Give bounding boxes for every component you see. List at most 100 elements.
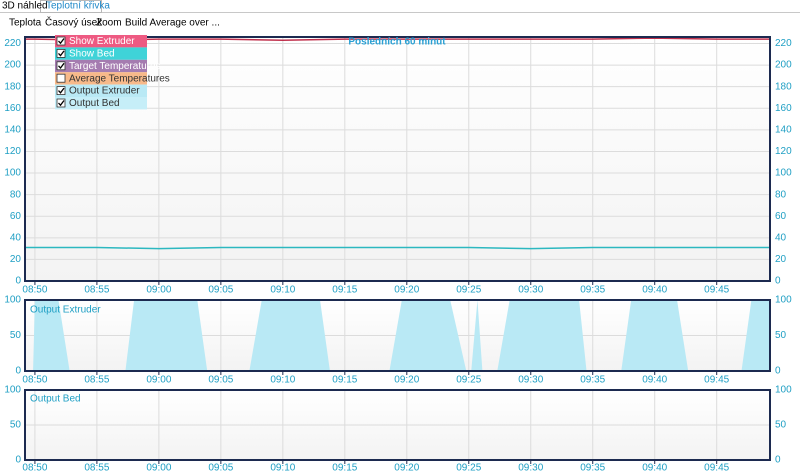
- checkmark: [58, 62, 65, 70]
- x-tick-label: 09:10: [270, 375, 295, 386]
- y2-tick-label: 100: [775, 295, 792, 306]
- checkmark: [58, 38, 65, 45]
- y2-tick-label: 200: [775, 60, 792, 71]
- checkbox[interactable]: [56, 49, 66, 58]
- y-tick-label: 50: [10, 330, 22, 341]
- y-tick-label: 100: [4, 168, 21, 179]
- x-tick-label: 09:30: [518, 463, 543, 474]
- series-area: [25, 300, 770, 371]
- checkbox[interactable]: [56, 36, 66, 46]
- legend-label: Output Bed: [69, 98, 120, 109]
- x-tick-label: 09:20: [394, 375, 419, 386]
- y-tick-label: 160: [4, 103, 21, 114]
- y2-tick-label: 100: [775, 385, 792, 396]
- x-tick-label: 09:00: [146, 463, 171, 474]
- y2-tick-label: 0: [775, 276, 781, 287]
- x-tick-label: 09:00: [146, 285, 171, 296]
- x-tick-label: 08:55: [84, 463, 109, 474]
- y-tick-label: 200: [4, 60, 21, 71]
- x-tick-label: 09:30: [518, 375, 543, 386]
- x-tick-label: 08:50: [22, 375, 47, 386]
- menu-item[interactable]: Build Average over ...: [125, 18, 220, 29]
- y-tick-label: 100: [4, 295, 21, 306]
- legend-row[interactable]: [55, 47, 147, 60]
- menu-item[interactable]: Časový úsek: [45, 16, 103, 29]
- tab[interactable]: 3D náhled: [2, 1, 48, 12]
- y-tick-label: 0: [15, 276, 21, 287]
- y-tick-label: 120: [4, 146, 21, 157]
- checkmark: [58, 100, 65, 107]
- active-tab[interactable]: [40, 0, 102, 13]
- legend-label: Show Extruder: [69, 36, 135, 47]
- y-tick-label: 0: [15, 366, 21, 377]
- plot-area: [25, 37, 770, 281]
- x-tick-label: 09:40: [642, 463, 667, 474]
- y-tick-label: 50: [10, 420, 22, 431]
- checkmark: [58, 87, 65, 94]
- x-tick-label: 09:10: [270, 463, 295, 474]
- legend-row[interactable]: [55, 84, 147, 97]
- x-tick-label: 09:45: [704, 463, 729, 474]
- x-tick-label: 08:50: [22, 463, 47, 474]
- y2-tick-label: 80: [775, 189, 787, 200]
- legend-row[interactable]: [55, 97, 147, 110]
- menu-item[interactable]: Zoom: [96, 18, 122, 29]
- y-tick-label: 20: [10, 254, 22, 265]
- y-tick-label: 180: [4, 81, 21, 92]
- chart-title: Output Extruder: [30, 305, 101, 316]
- legend-row[interactable]: [55, 35, 147, 48]
- x-tick-label: 09:35: [580, 375, 605, 386]
- x-tick-label: 09:35: [580, 285, 605, 296]
- chart-title: Posledních 60 minut: [348, 37, 446, 48]
- legend-label: Show Bed: [69, 49, 115, 60]
- y-tick-label: 80: [10, 189, 22, 200]
- x-tick-label: 08:55: [84, 375, 109, 386]
- y-tick-label: 140: [4, 124, 21, 135]
- x-tick-label: 09:25: [456, 285, 481, 296]
- y2-tick-label: 140: [775, 124, 792, 135]
- checkbox[interactable]: [56, 86, 66, 95]
- y2-tick-label: 160: [775, 103, 792, 114]
- y2-tick-label: 20: [775, 254, 787, 265]
- x-tick-label: 09:15: [332, 285, 357, 296]
- y2-tick-label: 220: [775, 38, 792, 49]
- legend-row[interactable]: [55, 72, 147, 85]
- x-tick-label: 09:35: [580, 463, 605, 474]
- x-tick-label: 09:25: [456, 375, 481, 386]
- y-tick-label: 60: [10, 211, 22, 222]
- x-tick-label: 09:40: [642, 285, 667, 296]
- checkbox[interactable]: [56, 61, 66, 71]
- legend-label: Average Temperatures: [69, 73, 170, 84]
- x-tick-label: 09:15: [332, 375, 357, 386]
- charts: 0 0 20 20 40 40 60 60 80 80 100 100 120 120 140 140 160 1…: [4, 36, 792, 474]
- y2-tick-label: 50: [775, 420, 787, 431]
- checkmark: [58, 50, 65, 57]
- y2-tick-label: 120: [775, 146, 792, 157]
- y2-tick-label: 180: [775, 81, 792, 92]
- y2-tick-label: 0: [775, 455, 781, 466]
- tab[interactable]: Teplotní křivka: [46, 1, 110, 12]
- x-tick-label: 09:45: [704, 375, 729, 386]
- x-tick-label: 09:45: [704, 285, 729, 296]
- x-tick-label: 09:40: [642, 375, 667, 386]
- plot-border: [24, 36, 771, 282]
- x-tick-label: 09:05: [208, 375, 233, 386]
- checkbox[interactable]: [56, 98, 66, 108]
- checkbox[interactable]: [56, 73, 66, 83]
- chart-title: Output Bed: [30, 394, 81, 405]
- plot-border: [24, 299, 771, 372]
- plot-border: [24, 389, 771, 461]
- y-tick-label: 0: [15, 455, 21, 466]
- y2-tick-label: 50: [775, 330, 787, 341]
- y2-tick-label: 0: [775, 366, 781, 377]
- y2-tick-label: 40: [775, 232, 787, 243]
- x-tick-label: 08:55: [84, 285, 109, 296]
- y-tick-label: 40: [10, 232, 22, 243]
- menu-item[interactable]: Teplota: [9, 18, 42, 29]
- legend-row[interactable]: [55, 59, 147, 73]
- x-tick-label: 09:10: [270, 285, 295, 296]
- series-line: [25, 246, 770, 250]
